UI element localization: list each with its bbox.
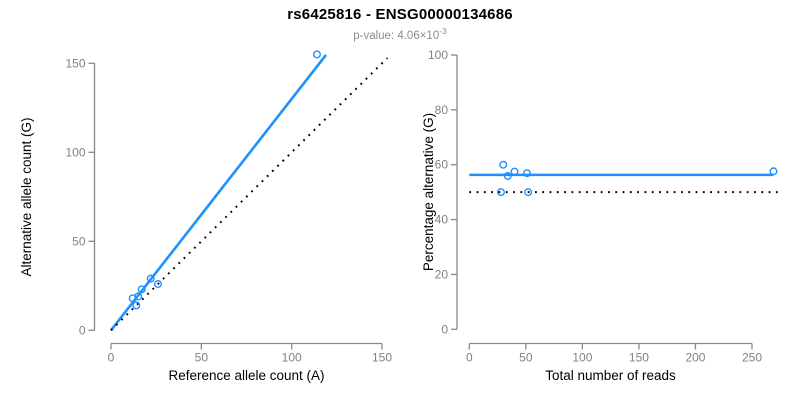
percentage-vs-depth-data-point (510, 167, 519, 176)
percentage-vs-depth-y-tick-label: 80 (435, 103, 449, 117)
percentage-vs-depth-y-tick-label: 100 (428, 48, 448, 62)
fitted-proportion-line (109, 54, 328, 332)
percentage-vs-depth-y-tick-label: 60 (435, 158, 449, 172)
percentage-vs-depth-x-tick-label: 0 (466, 351, 473, 365)
p-value-exponent: -3 (439, 26, 447, 36)
allele-counts-x-tick-label: 100 (282, 351, 302, 365)
percentage-vs-depth-y-tick-label: 40 (435, 213, 449, 227)
allele-counts-y-tick-label: 100 (65, 145, 85, 159)
percentage-vs-depth-y-axis-title: Percentage alternative (G) (421, 113, 436, 271)
allele-counts-x-tick-label: 0 (108, 351, 115, 365)
percentage-vs-depth-x-tick-label: 100 (572, 351, 592, 365)
percentage-vs-depth-x-tick-label: 250 (742, 351, 762, 365)
percentage-vs-depth-data-point (503, 171, 512, 180)
percentage-vs-depth-data-point (499, 160, 508, 169)
allele-counts-data-point (132, 301, 141, 310)
identity-line (110, 57, 389, 332)
percentage-vs-depth-data-point (496, 188, 505, 197)
allele-counts-data-point (146, 274, 155, 283)
allele-counts-y-tick-label: 50 (72, 234, 86, 248)
percentage-vs-depth-y-tick-label: 20 (435, 267, 449, 281)
allele-counts-data-point (128, 294, 137, 303)
allele-counts-x-tick-label: 150 (372, 351, 392, 365)
percentage-vs-depth-data-point (522, 169, 531, 178)
p-value-subtitle: p-value: 4.06×10-3 (0, 26, 800, 42)
percentage-vs-depth-x-tick-label: 150 (629, 351, 649, 365)
allele-counts-y-tick-label: 0 (79, 323, 86, 337)
p-value-text: p-value: 4.06×10 (353, 29, 440, 42)
allele-counts-y-axis-title: Alternative allele count (G) (19, 117, 34, 276)
page-title: rs6425816 - ENSG00000134686 (287, 6, 513, 23)
percentage-vs-depth-x-axis-title: Total number of reads (545, 368, 676, 383)
allele-counts-data-point (153, 280, 162, 289)
allele-counts-data-point (137, 285, 146, 294)
percentage-vs-depth-y-tick-label: 0 (441, 322, 448, 336)
allele-counts-data-point (312, 50, 321, 59)
percentage-vs-depth-data-point (524, 188, 533, 197)
percentage-vs-depth-x-tick-label: 50 (519, 351, 533, 365)
percentage-vs-depth-data-point (769, 167, 778, 176)
percentage-vs-depth-x-tick-label: 200 (685, 351, 705, 365)
allele-counts-x-axis-title: Reference allele count (A) (168, 368, 324, 383)
allele-counts-x-tick-label: 50 (195, 351, 209, 365)
allele-counts-y-tick-label: 150 (65, 56, 85, 70)
